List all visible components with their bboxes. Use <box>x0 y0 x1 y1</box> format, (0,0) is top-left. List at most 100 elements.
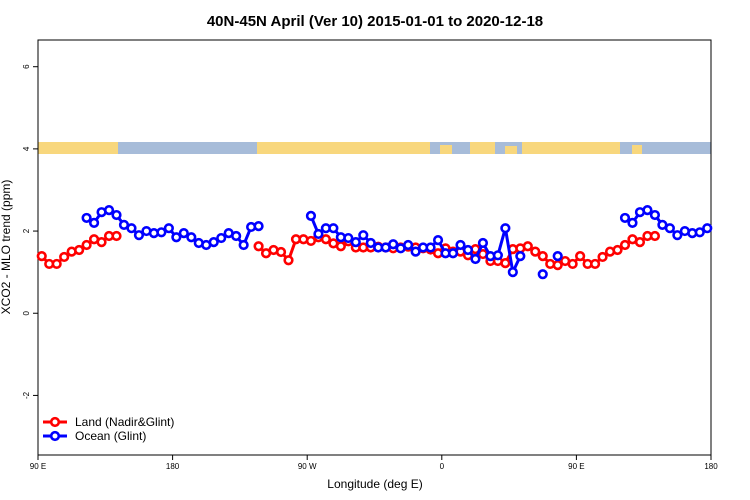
data-point <box>425 242 436 253</box>
data-point <box>552 260 563 271</box>
data-point <box>111 230 122 242</box>
data-point <box>507 267 518 278</box>
plot-frame <box>37 39 712 456</box>
data-point <box>51 258 62 270</box>
y-tick-label: 4 <box>22 146 31 151</box>
data-point <box>335 241 346 252</box>
data-point <box>163 223 174 234</box>
data-point <box>455 239 466 251</box>
x-tick-label: 90 E <box>30 462 46 471</box>
data-point <box>597 251 608 263</box>
data-point <box>500 258 511 269</box>
y-tick-label: -2 <box>22 391 31 399</box>
legend: Land (Nadir&Glint)Ocean (Glint) <box>43 415 174 443</box>
data-point <box>702 223 713 234</box>
land-strip <box>522 142 620 154</box>
data-point <box>627 217 638 228</box>
data-point <box>672 230 683 241</box>
data-point <box>447 248 459 259</box>
data-point <box>283 255 294 266</box>
data-point <box>410 246 421 257</box>
data-point <box>208 237 219 248</box>
data-point <box>320 234 331 245</box>
data-point <box>178 228 189 239</box>
data-point <box>552 251 563 262</box>
data-point <box>231 230 242 242</box>
data-point <box>500 223 511 234</box>
data-point <box>328 223 339 234</box>
data-point <box>305 210 317 221</box>
x-tick-label: 90 E <box>568 462 584 471</box>
x-tick-label: 180 <box>704 462 718 471</box>
data-point <box>74 244 85 256</box>
data-point <box>156 227 167 238</box>
data-point <box>126 223 137 234</box>
land-strip <box>440 145 452 154</box>
data-point <box>186 232 197 243</box>
legend-label: Ocean (Glint) <box>75 429 146 443</box>
y-axis-label: XCO2 - MLO trend (ppm) <box>0 180 13 315</box>
data-point <box>567 258 578 270</box>
data-point <box>275 246 287 258</box>
data-point <box>81 239 92 251</box>
data-point <box>589 258 601 270</box>
data-point <box>462 244 474 256</box>
data-point <box>649 230 661 242</box>
data-point <box>96 237 107 248</box>
data-point <box>358 230 369 241</box>
data-point <box>253 221 264 232</box>
data-point <box>388 239 399 250</box>
data-point <box>664 223 675 234</box>
data-point <box>81 212 92 224</box>
chart-title: 40N-45N April (Ver 10) 2015-01-01 to 202… <box>207 13 543 30</box>
land-strip <box>505 146 517 154</box>
data-point <box>403 239 414 251</box>
data-point <box>515 251 526 262</box>
data-point <box>238 239 249 251</box>
data-point <box>694 227 705 238</box>
x-tick-label: 180 <box>166 462 180 471</box>
data-point <box>103 205 115 216</box>
land-strip <box>632 145 642 154</box>
data-point <box>133 230 145 241</box>
data-point <box>313 228 324 240</box>
data-point <box>111 209 122 221</box>
y-tick-label: 0 <box>22 310 31 315</box>
data-point <box>477 237 489 249</box>
data-point <box>619 212 631 224</box>
land-strip <box>470 142 495 154</box>
data-point <box>530 246 541 257</box>
land-strip <box>38 142 118 154</box>
data-point <box>634 237 646 248</box>
data-point <box>36 251 47 262</box>
data-point <box>216 232 227 244</box>
data-point <box>59 251 70 263</box>
data-point <box>350 237 361 248</box>
data-point <box>305 235 317 247</box>
data-point <box>88 217 100 228</box>
legend-swatch <box>49 416 61 428</box>
y-tick-label: 6 <box>22 64 31 69</box>
data-point <box>253 241 264 252</box>
data-point <box>171 232 182 243</box>
data-point <box>365 237 376 249</box>
data-point <box>522 241 533 252</box>
data-point <box>537 251 548 262</box>
data-point <box>642 205 653 216</box>
data-point <box>649 209 661 221</box>
legend-label: Land (Nadir&Glint) <box>75 415 174 429</box>
data-point <box>575 251 586 262</box>
y-tick-label: 2 <box>22 228 31 233</box>
legend-swatch <box>49 430 61 442</box>
land-strip <box>257 142 430 154</box>
data-point <box>619 239 631 251</box>
data-point <box>492 250 503 261</box>
x-tick-label: 90 W <box>298 462 317 471</box>
data-point <box>343 232 354 244</box>
data-point <box>432 235 444 246</box>
data-point <box>537 269 548 280</box>
x-axis-label: Longitude (deg E) <box>327 477 422 491</box>
data-point <box>612 244 623 256</box>
data-point <box>470 253 481 265</box>
